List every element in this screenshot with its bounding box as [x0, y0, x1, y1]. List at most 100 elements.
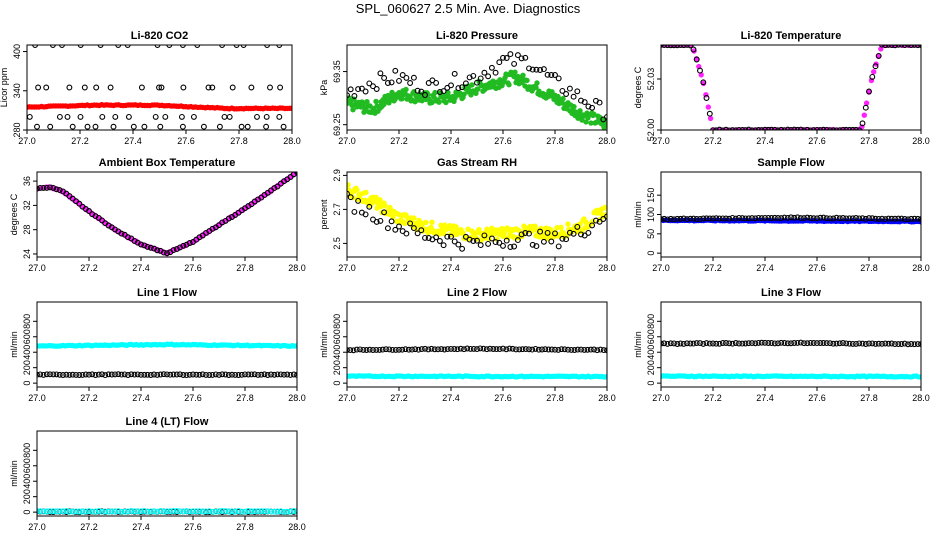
p5-raw-point — [396, 223, 402, 230]
p1-raw-point — [221, 113, 228, 120]
p1-y-tick-label: 400 — [12, 44, 22, 59]
p9-raw-point — [849, 340, 856, 347]
p8-raw-point — [496, 346, 503, 353]
p10-line4-point — [199, 508, 206, 515]
p1-raw-point — [77, 45, 84, 48]
p10-line4-point — [173, 508, 180, 514]
p2-avg-point — [360, 101, 366, 107]
p1-raw-point — [209, 84, 216, 91]
p3-raw-point — [713, 127, 720, 130]
p1-raw-point — [125, 113, 132, 120]
p1-raw-point — [69, 123, 76, 130]
p4-y-tick-label: 36 — [22, 176, 32, 186]
p9-raw-point — [749, 340, 755, 347]
p1-raw-point — [238, 123, 245, 130]
p9-raw-point — [856, 340, 863, 347]
p8-raw-point — [529, 346, 536, 353]
p6-raw-point — [905, 216, 911, 223]
p1-raw-point — [84, 123, 91, 130]
p8-raw-point — [347, 347, 354, 354]
p10-x-tick-label: 27.6 — [184, 522, 202, 532]
p4-y-tick-label: 24 — [22, 249, 32, 259]
p4-raw-point — [274, 183, 281, 190]
p10-line4-point — [102, 508, 109, 515]
p2-x-tick-label: 27.8 — [546, 136, 564, 146]
p5-avg-point — [377, 197, 383, 203]
p8-raw-point — [483, 346, 490, 353]
p7-raw-point — [238, 371, 245, 378]
p4-raw-point — [56, 187, 63, 194]
p9-raw-point — [908, 341, 915, 347]
p6-raw-point — [840, 215, 846, 221]
p6-raw-point — [671, 216, 677, 223]
p7-raw-point — [138, 371, 144, 378]
p8-raw-point — [383, 346, 389, 353]
p5-raw-point — [578, 231, 584, 238]
p10-line4-point — [281, 508, 287, 515]
p5-raw-point — [433, 234, 440, 241]
p8-raw-point — [597, 346, 604, 353]
p4-raw-point — [209, 225, 216, 232]
p10-line4-point — [206, 508, 213, 515]
p2-raw-point — [381, 75, 388, 81]
p6-raw-point — [778, 215, 785, 222]
p7-raw-point — [264, 372, 271, 378]
p8-raw-point — [373, 346, 380, 353]
p9-raw-point — [794, 339, 801, 346]
p8-raw-point — [526, 346, 532, 353]
p9-title: Line 3 Flow — [761, 287, 821, 299]
p10-line4-point — [63, 508, 70, 514]
p10-line4-point — [50, 508, 57, 515]
p1-panel: Li-820 CO2 Licor ppm 27.0 27.2 27.4 27.6 27.8 2… — [0, 30, 301, 146]
p1-raw-point — [157, 123, 164, 130]
p7-raw-point — [271, 371, 278, 378]
p8-x-tick-label: 28.0 — [598, 393, 616, 403]
p6-raw-point — [794, 214, 801, 221]
p1-raw-point — [130, 123, 137, 130]
p6-raw-point — [742, 215, 749, 222]
p9-raw-point — [901, 340, 908, 347]
p8-raw-point — [532, 345, 539, 352]
p3-raw-point — [781, 127, 788, 130]
p8-raw-point — [448, 345, 454, 352]
p8-raw-point — [409, 346, 415, 353]
p2-raw-point — [455, 85, 462, 92]
p1-raw-point — [49, 45, 56, 48]
p7-raw-point — [212, 371, 219, 378]
p10-line4-point — [245, 508, 252, 514]
p2-raw-point — [388, 79, 395, 86]
p4-frame — [36, 171, 298, 258]
p9-raw-point — [687, 340, 694, 347]
p9-raw-point — [719, 340, 726, 346]
p2-raw-point — [377, 70, 384, 77]
p1-raw-point — [158, 84, 165, 91]
p7-raw-point — [125, 372, 131, 378]
p2-avg-point — [577, 108, 583, 114]
p7-raw-point — [248, 371, 255, 378]
p9-y-tick-label: 400 — [646, 345, 656, 360]
p1-raw-point — [276, 45, 283, 48]
p8-raw-point — [366, 346, 373, 353]
p2-raw-point — [418, 88, 425, 95]
p9-raw-point — [752, 340, 759, 347]
p2-raw-point — [563, 91, 570, 97]
p5-raw-point — [373, 218, 380, 225]
p1-raw-point — [64, 113, 71, 120]
p2-raw-point — [485, 73, 492, 80]
p5-raw-point — [589, 222, 596, 229]
p7-y-tick-label: 800 — [22, 314, 32, 329]
p10-line4-point — [92, 508, 99, 515]
p1-raw-point — [43, 84, 50, 91]
p1-raw-point — [264, 45, 271, 48]
p2-raw-point — [488, 64, 495, 71]
p6-raw-point — [729, 214, 736, 221]
p9-raw-point — [866, 340, 872, 347]
p7-raw-point — [105, 371, 112, 378]
p7-raw-point — [108, 371, 115, 378]
p1-raw-point — [205, 84, 212, 91]
p2-raw-point — [589, 104, 596, 111]
p2-raw-point — [566, 85, 573, 92]
p2-raw-point — [392, 67, 399, 74]
p9-raw-point — [833, 340, 840, 347]
p10-line4-point — [287, 508, 294, 515]
